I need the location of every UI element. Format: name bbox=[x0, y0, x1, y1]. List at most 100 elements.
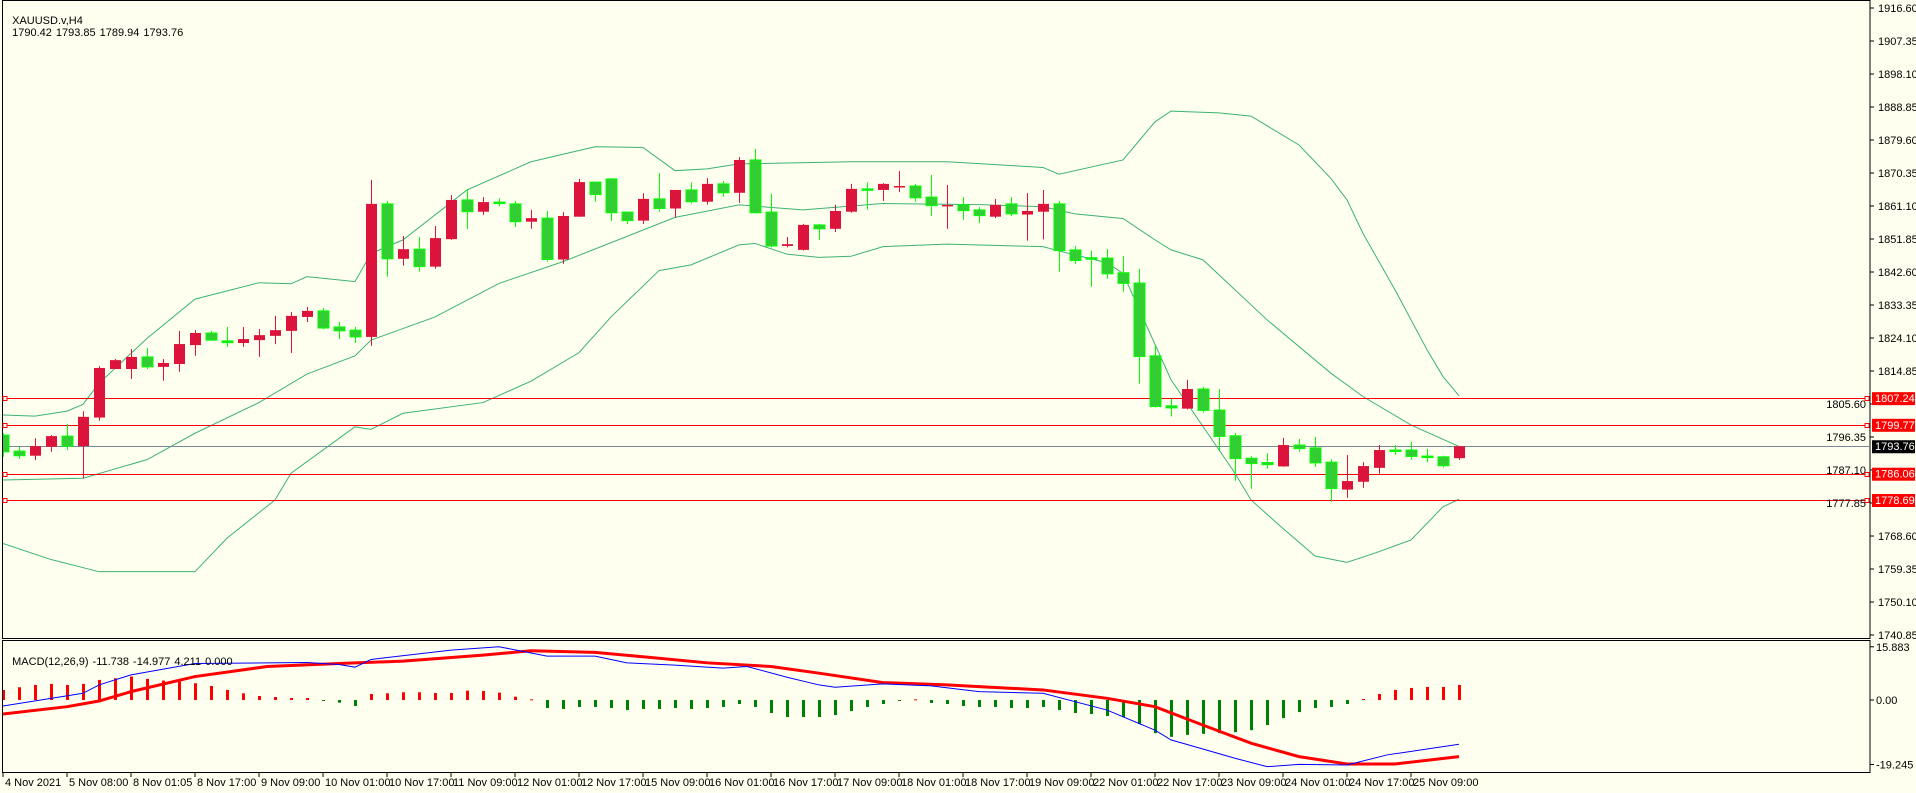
candle bbox=[558, 212, 569, 264]
level-line-handle-left[interactable] bbox=[2, 498, 8, 503]
candle-body bbox=[238, 339, 249, 343]
candle-body bbox=[78, 416, 89, 447]
candle-body bbox=[3, 434, 10, 453]
candle bbox=[813, 223, 826, 240]
level-line-handle-right[interactable] bbox=[1864, 498, 1870, 503]
macd-signal-line bbox=[3, 649, 1460, 766]
candle bbox=[1133, 268, 1146, 384]
macd-histogram-bar bbox=[1218, 700, 1221, 734]
macd-histogram-bar bbox=[258, 695, 261, 700]
candle bbox=[1229, 432, 1242, 481]
macd-histogram-bar bbox=[370, 693, 373, 700]
candle-body bbox=[605, 178, 618, 214]
macd-histogram-bar bbox=[866, 700, 869, 708]
candle bbox=[541, 210, 554, 262]
macd-histogram-bar bbox=[1298, 700, 1301, 713]
candle bbox=[190, 330, 201, 356]
candle-body bbox=[558, 215, 569, 260]
candle-body bbox=[317, 310, 330, 329]
candle bbox=[30, 438, 41, 461]
candle-body bbox=[110, 360, 121, 370]
macd-histogram-bar bbox=[1250, 700, 1253, 731]
candle bbox=[925, 174, 938, 216]
candle-body bbox=[381, 203, 394, 260]
level-line-handle-left[interactable] bbox=[2, 472, 8, 477]
candle-body bbox=[126, 356, 137, 370]
macd-histogram-bar bbox=[1362, 698, 1365, 700]
candle-body bbox=[302, 310, 313, 317]
candle-body bbox=[749, 159, 762, 214]
macd-histogram-bar bbox=[1426, 686, 1429, 700]
candle-body bbox=[1309, 447, 1322, 464]
candle-body bbox=[1358, 466, 1369, 482]
candle-body bbox=[685, 189, 698, 203]
candle-body bbox=[1133, 282, 1146, 358]
x-tick-label: 16 Nov 01:00 bbox=[709, 777, 774, 789]
macd-histogram-bar bbox=[882, 700, 885, 705]
candle bbox=[1213, 389, 1226, 451]
candle-body bbox=[734, 159, 745, 193]
level-price-tag-label: 1778.69 bbox=[1875, 495, 1915, 507]
candle-body bbox=[349, 329, 362, 338]
level-line-handle-right[interactable] bbox=[1864, 423, 1870, 428]
candle-body bbox=[830, 210, 841, 229]
candle-body bbox=[430, 238, 441, 267]
candle-body bbox=[621, 211, 634, 222]
macd-histogram-bar bbox=[66, 684, 69, 700]
bid-price-tag bbox=[1872, 440, 1915, 454]
macd-histogram-bar bbox=[514, 696, 517, 700]
candle bbox=[158, 359, 169, 381]
macd-histogram-bar bbox=[402, 692, 405, 700]
candle-body bbox=[1389, 449, 1402, 453]
candle-body bbox=[1085, 257, 1098, 260]
level-line-handle-right[interactable] bbox=[1864, 396, 1870, 401]
macd-histogram-bar bbox=[1330, 700, 1333, 708]
macd-histogram-bar bbox=[818, 700, 821, 718]
macd-histogram-bar bbox=[658, 700, 661, 710]
macd-y-tick-label: -19.245 bbox=[1876, 759, 1913, 771]
candle bbox=[238, 326, 249, 347]
macd-histogram-bar bbox=[770, 700, 773, 714]
candle-body bbox=[1005, 203, 1018, 215]
x-tick-label: 9 Nov 09:00 bbox=[261, 777, 320, 789]
candle bbox=[174, 330, 185, 372]
macd-histogram-bar bbox=[786, 700, 789, 718]
macd-histogram-bar bbox=[722, 700, 725, 708]
candle-body bbox=[1101, 257, 1114, 275]
y-tick-label: 1814.85 bbox=[1878, 366, 1916, 378]
macd-main-line bbox=[3, 646, 1460, 768]
candle-body bbox=[94, 367, 105, 418]
macd-histogram-bar bbox=[498, 692, 501, 700]
level-line-handle-left[interactable] bbox=[2, 396, 8, 401]
level-line-handle-left[interactable] bbox=[2, 423, 8, 428]
x-tick-label: 17 Nov 09:00 bbox=[837, 777, 902, 789]
y-tick-label: 1824.10 bbox=[1878, 333, 1916, 345]
candle bbox=[78, 411, 89, 479]
candle-body bbox=[158, 362, 169, 367]
macd-hist-up-value: 4.211 bbox=[174, 656, 202, 668]
macd-histogram-bar bbox=[1154, 700, 1157, 734]
candle-body bbox=[1325, 461, 1338, 490]
y-tick-label: 1768.60 bbox=[1878, 531, 1916, 543]
candle-body bbox=[1437, 456, 1450, 467]
candle-body bbox=[526, 218, 537, 222]
candle bbox=[61, 423, 74, 451]
candle-body bbox=[1293, 444, 1306, 450]
candle bbox=[141, 347, 154, 370]
bid-price-tag-label: 1793.76 bbox=[1875, 441, 1915, 453]
macd-histogram-bar bbox=[322, 700, 325, 702]
macd-histogram-bar bbox=[1122, 700, 1125, 718]
candle bbox=[861, 182, 874, 210]
candle-body bbox=[46, 436, 57, 447]
x-tick-label: 5 Nov 08:00 bbox=[69, 777, 128, 789]
candle bbox=[526, 209, 537, 229]
candle-body bbox=[141, 356, 154, 368]
y-tick-label: 1759.35 bbox=[1878, 564, 1916, 576]
level-line-handle-right[interactable] bbox=[1864, 472, 1870, 477]
macd-histogram-bar bbox=[1394, 689, 1397, 700]
macd-histogram-bar bbox=[546, 700, 549, 709]
candle bbox=[493, 198, 506, 206]
macd-histogram-bar bbox=[642, 700, 645, 710]
macd-histogram-bar bbox=[18, 687, 21, 700]
